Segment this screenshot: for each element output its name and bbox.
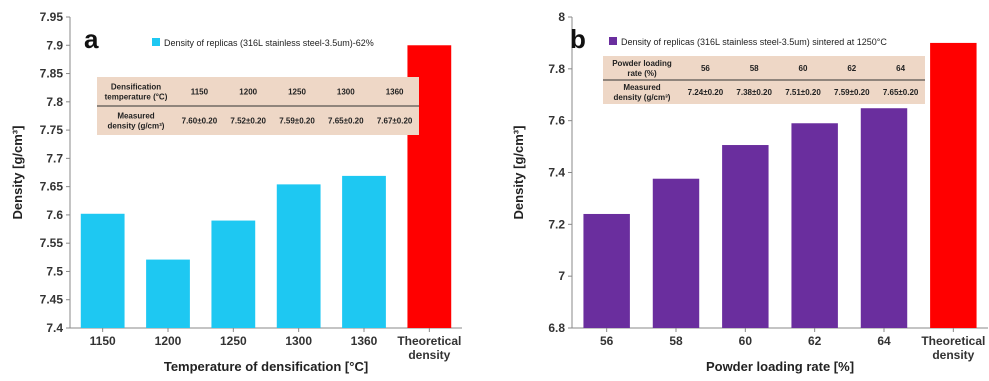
y-tick-label: 8 <box>558 10 565 24</box>
panel-label: a <box>84 24 99 54</box>
y-tick-label: 7.85 <box>40 67 64 81</box>
x-tick-label: 1150 <box>90 334 116 348</box>
table-row-1-header: Densification <box>111 83 161 92</box>
table-row-2-cell: 7.59±0.20 <box>834 88 870 97</box>
bar <box>791 123 838 328</box>
panel-a-chart: 7.4 7.45 7.5 7.55 7.6 7.65 7.7 7.75 7.8 7.85 7.9 7.… <box>10 10 462 374</box>
table-row-2-header: Measured <box>117 112 154 121</box>
legend-label: Density of replicas (316L stainless stee… <box>621 37 887 47</box>
x-tick-label: 1300 <box>285 334 312 348</box>
table-row-2-cell: 7.65±0.20 <box>883 88 919 97</box>
y-tick-label: 7.75 <box>40 123 64 137</box>
table-row-1-cell: 60 <box>799 64 808 73</box>
y-tick-label: 7.6 <box>548 114 565 128</box>
bar <box>930 42 977 329</box>
bar <box>583 213 630 328</box>
bar <box>146 259 190 328</box>
y-tick-label: 7.2 <box>548 217 565 231</box>
legend-label: Density of replicas (316L stainless stee… <box>164 38 374 48</box>
y-tick-label: 7.6 <box>46 208 63 222</box>
bar <box>211 220 256 328</box>
table-row-1-cell: 64 <box>896 64 905 73</box>
table-row-1-cell: 58 <box>750 64 759 73</box>
y-tick-label: 6.8 <box>548 321 565 335</box>
x-tick-label: 64 <box>877 334 891 348</box>
x-tick-label: 60 <box>739 334 753 348</box>
y-tick-label: 7.4 <box>46 321 63 335</box>
y-tick-label: 7.45 <box>40 293 64 307</box>
x-tick-label: 62 <box>808 334 822 348</box>
x-tick-label: density <box>932 348 974 362</box>
table-row-2-header: density (g/cm³) <box>108 122 165 131</box>
bar <box>80 213 125 328</box>
y-tick-label: 7.4 <box>548 166 565 180</box>
table-row-1-header: temperature (°C) <box>105 93 168 102</box>
x-tick-label: 1250 <box>220 334 247 348</box>
table-row-1-cell: 1200 <box>239 88 257 97</box>
table-row-2-cell: 7.38±0.20 <box>736 88 772 97</box>
y-tick-label: 7.7 <box>46 151 63 165</box>
table-row-2-cell: 7.65±0.20 <box>328 117 364 126</box>
table-row-2-cell: 7.67±0.20 <box>377 117 413 126</box>
x-tick-label: Theoretical <box>921 334 985 348</box>
y-axis-label: Density [g/cm³] <box>511 126 526 220</box>
panel-label: b <box>570 24 586 54</box>
table-row-1-cell: 1150 <box>191 88 209 97</box>
x-tick-label: 58 <box>669 334 683 348</box>
bar <box>342 175 386 328</box>
table-row-2-cell: 7.59±0.20 <box>279 117 315 126</box>
table-row-1-cell: 62 <box>847 64 856 73</box>
table-row-2-cell: 7.51±0.20 <box>785 88 821 97</box>
table-row-1-cell: 1360 <box>386 88 404 97</box>
y-tick-label: 7.8 <box>46 95 63 109</box>
bar <box>722 145 769 328</box>
x-tick-label: 56 <box>600 334 614 348</box>
x-tick-label: 1200 <box>155 334 182 348</box>
legend-swatch <box>152 38 160 46</box>
x-axis-label: Temperature of densification [°C] <box>164 359 368 374</box>
table-row-1-cell: 1300 <box>337 88 355 97</box>
x-tick-label: density <box>408 348 450 362</box>
y-tick-label: 7.95 <box>40 10 64 24</box>
y-tick-label: 7.9 <box>46 38 63 52</box>
bar <box>652 178 700 328</box>
legend-swatch <box>609 37 617 45</box>
table-row-2-cell: 7.60±0.20 <box>182 117 218 126</box>
y-tick-label: 7.65 <box>40 180 64 194</box>
y-tick-label: 7.55 <box>40 236 64 250</box>
y-axis-label: Density [g/cm³] <box>10 126 25 220</box>
table-row-1-header: Powder loading <box>612 59 672 68</box>
y-tick-label: 7.5 <box>46 264 63 278</box>
table-row-1-header: rate (%) <box>627 69 657 78</box>
y-tick-label: 7.8 <box>548 62 565 76</box>
bar <box>860 108 908 328</box>
bar <box>276 184 321 328</box>
x-axis-label: Powder loading rate [%] <box>706 359 854 374</box>
table-row-1-cell: 56 <box>701 64 710 73</box>
y-tick-label: 7 <box>558 269 565 283</box>
table-row-2-header: Measured <box>623 83 660 92</box>
table-row-2-cell: 7.24±0.20 <box>688 88 724 97</box>
x-tick-label: 1360 <box>351 334 378 348</box>
table-row-2-header: density (g/cm³) <box>614 93 671 102</box>
x-tick-label: Theoretical <box>397 334 461 348</box>
table-row-1-cell: 1250 <box>288 88 306 97</box>
table-row-2-cell: 7.52±0.20 <box>230 117 266 126</box>
